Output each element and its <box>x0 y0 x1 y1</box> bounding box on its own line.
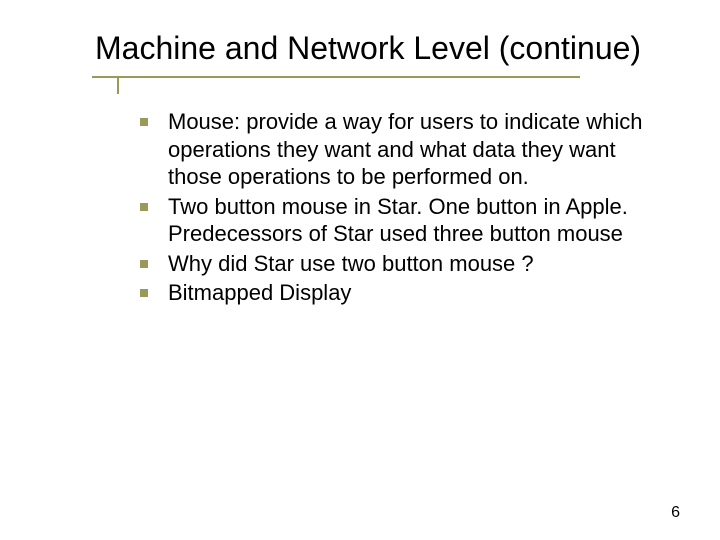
square-bullet-icon <box>140 260 148 268</box>
square-bullet-icon <box>140 289 148 297</box>
bullet-text: Bitmapped Display <box>168 280 351 305</box>
page-number: 6 <box>671 504 680 522</box>
bullet-text: Mouse: provide a way for users to indica… <box>168 109 642 189</box>
list-item: Two button mouse in Star. One button in … <box>140 193 660 248</box>
slide-title: Machine and Network Level (continue) <box>95 28 660 68</box>
bullet-text: Why did Star use two button mouse ? <box>168 251 534 276</box>
bullet-text: Two button mouse in Star. One button in … <box>168 194 628 247</box>
square-bullet-icon <box>140 203 148 211</box>
rule-horizontal <box>92 76 580 78</box>
list-item: Why did Star use two button mouse ? <box>140 250 660 278</box>
list-item: Bitmapped Display <box>140 279 660 307</box>
list-item: Mouse: provide a way for users to indica… <box>140 108 660 191</box>
title-underline <box>92 76 660 80</box>
square-bullet-icon <box>140 118 148 126</box>
slide-container: Machine and Network Level (continue) Mou… <box>0 0 720 540</box>
rule-tick <box>117 76 119 94</box>
bullet-list: Mouse: provide a way for users to indica… <box>95 108 660 307</box>
